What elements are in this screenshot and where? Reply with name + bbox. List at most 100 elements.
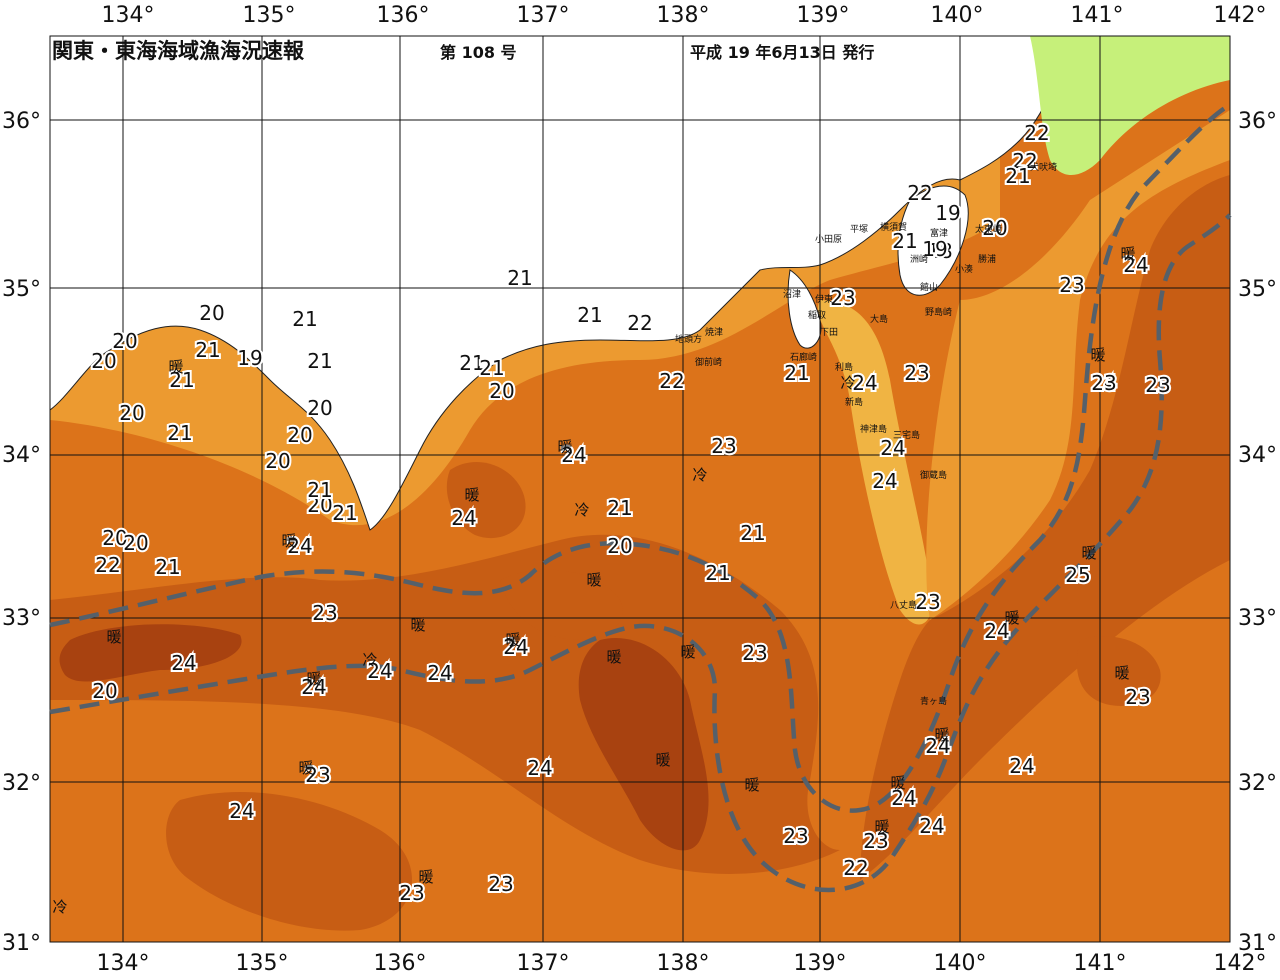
land-izu-peninsula [787, 269, 822, 349]
isotherm-label: 23 [783, 824, 808, 848]
cold-water-mark: 冷 [692, 466, 707, 484]
isotherm-label: 22 [627, 311, 652, 335]
warm-water-mark: 暖 [680, 643, 695, 661]
warm-water-mark: 暖 [106, 628, 121, 646]
lat-label-right: 32° [1238, 771, 1277, 796]
map-header: 関東・東海海域漁海況速報 第 108 号 平成 19 年6月13日 発行 [52, 39, 874, 63]
isotherm-label: 23 [399, 881, 424, 905]
warm-water-mark: 暖 [168, 358, 183, 376]
place-name: 八丈島 [890, 599, 917, 611]
warm-water-mark: 暖 [1004, 609, 1019, 627]
isotherm-label: 23 [488, 872, 513, 896]
isotherm-label: 23 [1125, 685, 1150, 709]
isotherm-label: 21 [307, 349, 332, 373]
warm-water-mark: 暖 [306, 670, 321, 688]
place-name: 小田原 [815, 234, 842, 245]
place-name: 新島 [845, 396, 863, 408]
warm-water-mark: 暖 [874, 818, 889, 836]
isotherm-label: 24 [451, 506, 476, 530]
warm-water-mark: 暖 [505, 631, 520, 649]
isotherm-label: 21 [195, 338, 220, 362]
isotherm-label: 21 [167, 421, 192, 445]
place-name: 御蔵島 [920, 469, 947, 481]
lon-label-bottom: 137° [517, 951, 570, 976]
region-22-coast-east [926, 110, 1230, 620]
place-name: 稲取 [808, 309, 826, 321]
place-name: 神津島 [860, 423, 887, 435]
isotherm-label: 24 [427, 661, 452, 685]
isotherm-label: 21 [740, 521, 765, 545]
isotherm-label: 24 [984, 619, 1009, 643]
lon-label-top: 136° [377, 3, 430, 28]
isotherm-label: 20 [307, 396, 332, 420]
kuroshio-axis-line [49, 102, 1232, 813]
warm-water-mark: 暖 [1090, 346, 1105, 364]
isotherm-label: 24 [852, 371, 877, 395]
cold-water-mark: 冷 [840, 374, 855, 392]
isotherm-label: 22 [1012, 149, 1037, 173]
isotherm-label: 24 [561, 443, 586, 467]
isotherm-label: 20 [123, 531, 148, 555]
issue-date: 平成 19 年6月13日 発行 [690, 43, 874, 62]
isotherm-label: 23 [863, 829, 888, 853]
lat-label-left: 33° [2, 606, 41, 631]
isotherm-label: 21 [607, 496, 632, 520]
warm-water-mark: 暖 [606, 648, 621, 666]
warm-water-mark: 暖 [1114, 664, 1129, 682]
region-24-band-east [860, 175, 1230, 880]
isotherm-label: 24 [1123, 253, 1148, 277]
lat-label-right: 34° [1238, 443, 1277, 468]
place-name: 伊東 [815, 293, 833, 305]
place-name: 御前崎 [695, 356, 722, 368]
isotherm-label: 23 [904, 361, 929, 385]
warm-water-mark: 暖 [410, 616, 425, 634]
lon-label-top: 142° [1214, 3, 1267, 28]
isotherm-label: 23 [1091, 371, 1116, 395]
longitude-labels-bottom: 134° 135° 136° 137° 138° 139° 140° 141° … [97, 951, 1267, 976]
place-name: 下田 [820, 327, 838, 338]
place-name: 沼津 [783, 289, 801, 300]
isotherm-label: 19 [237, 346, 262, 370]
latitude-labels-left: 36° 35° 34° 33° 32° 31° [2, 109, 41, 956]
isotherm-label: 24 [527, 756, 552, 780]
lat-label-left: 31° [2, 931, 41, 956]
isotherm-label: 21 [292, 307, 317, 331]
isotherm-label: 20 [607, 534, 632, 558]
warm-water-mark: 暖 [557, 438, 572, 456]
isotherm-label: 20 [102, 526, 127, 550]
isotherm-label: 20 [91, 349, 116, 373]
graticule [49, 35, 1231, 943]
place-name: 野島崎 [925, 306, 952, 318]
region-24-south-central [500, 569, 623, 640]
region-24-south-west [166, 791, 413, 931]
lon-label-bottom: 142° [1214, 951, 1267, 976]
isotherm-label: 24 [301, 675, 326, 699]
lon-label-top: 138° [657, 3, 710, 28]
warm-water-mark: 暖 [744, 776, 759, 794]
isotherm-label: 23 [1145, 373, 1170, 397]
isotherm-label: 21 [155, 555, 180, 579]
isotherm-label: 21 [332, 501, 357, 525]
isotherm-label: 20 [112, 329, 137, 353]
isotherm-label: 21 [1005, 164, 1030, 188]
place-name: 洲崎 [910, 253, 928, 265]
warm-water-mark: 暖 [655, 751, 670, 769]
isotherm-label: 21 [705, 561, 730, 585]
isotherm-label: 24 [171, 651, 196, 675]
isotherm-label: 24 [925, 734, 950, 758]
kanto-shallow-green [1030, 36, 1230, 175]
lon-label-bottom: 134° [97, 951, 150, 976]
isotherm-label: 23 [742, 641, 767, 665]
lat-label-right: 33° [1238, 606, 1277, 631]
isotherm-label: 25 [1065, 563, 1090, 587]
lat-label-right: 31° [1238, 931, 1277, 956]
lat-label-left: 36° [2, 109, 41, 134]
lat-label-right: 36° [1238, 109, 1277, 134]
isotherm-label: 24 [287, 534, 312, 558]
warm-water-mark: 暖 [586, 571, 601, 589]
isotherm-label: 24 [919, 814, 944, 838]
lon-label-top: 134° [102, 3, 155, 28]
